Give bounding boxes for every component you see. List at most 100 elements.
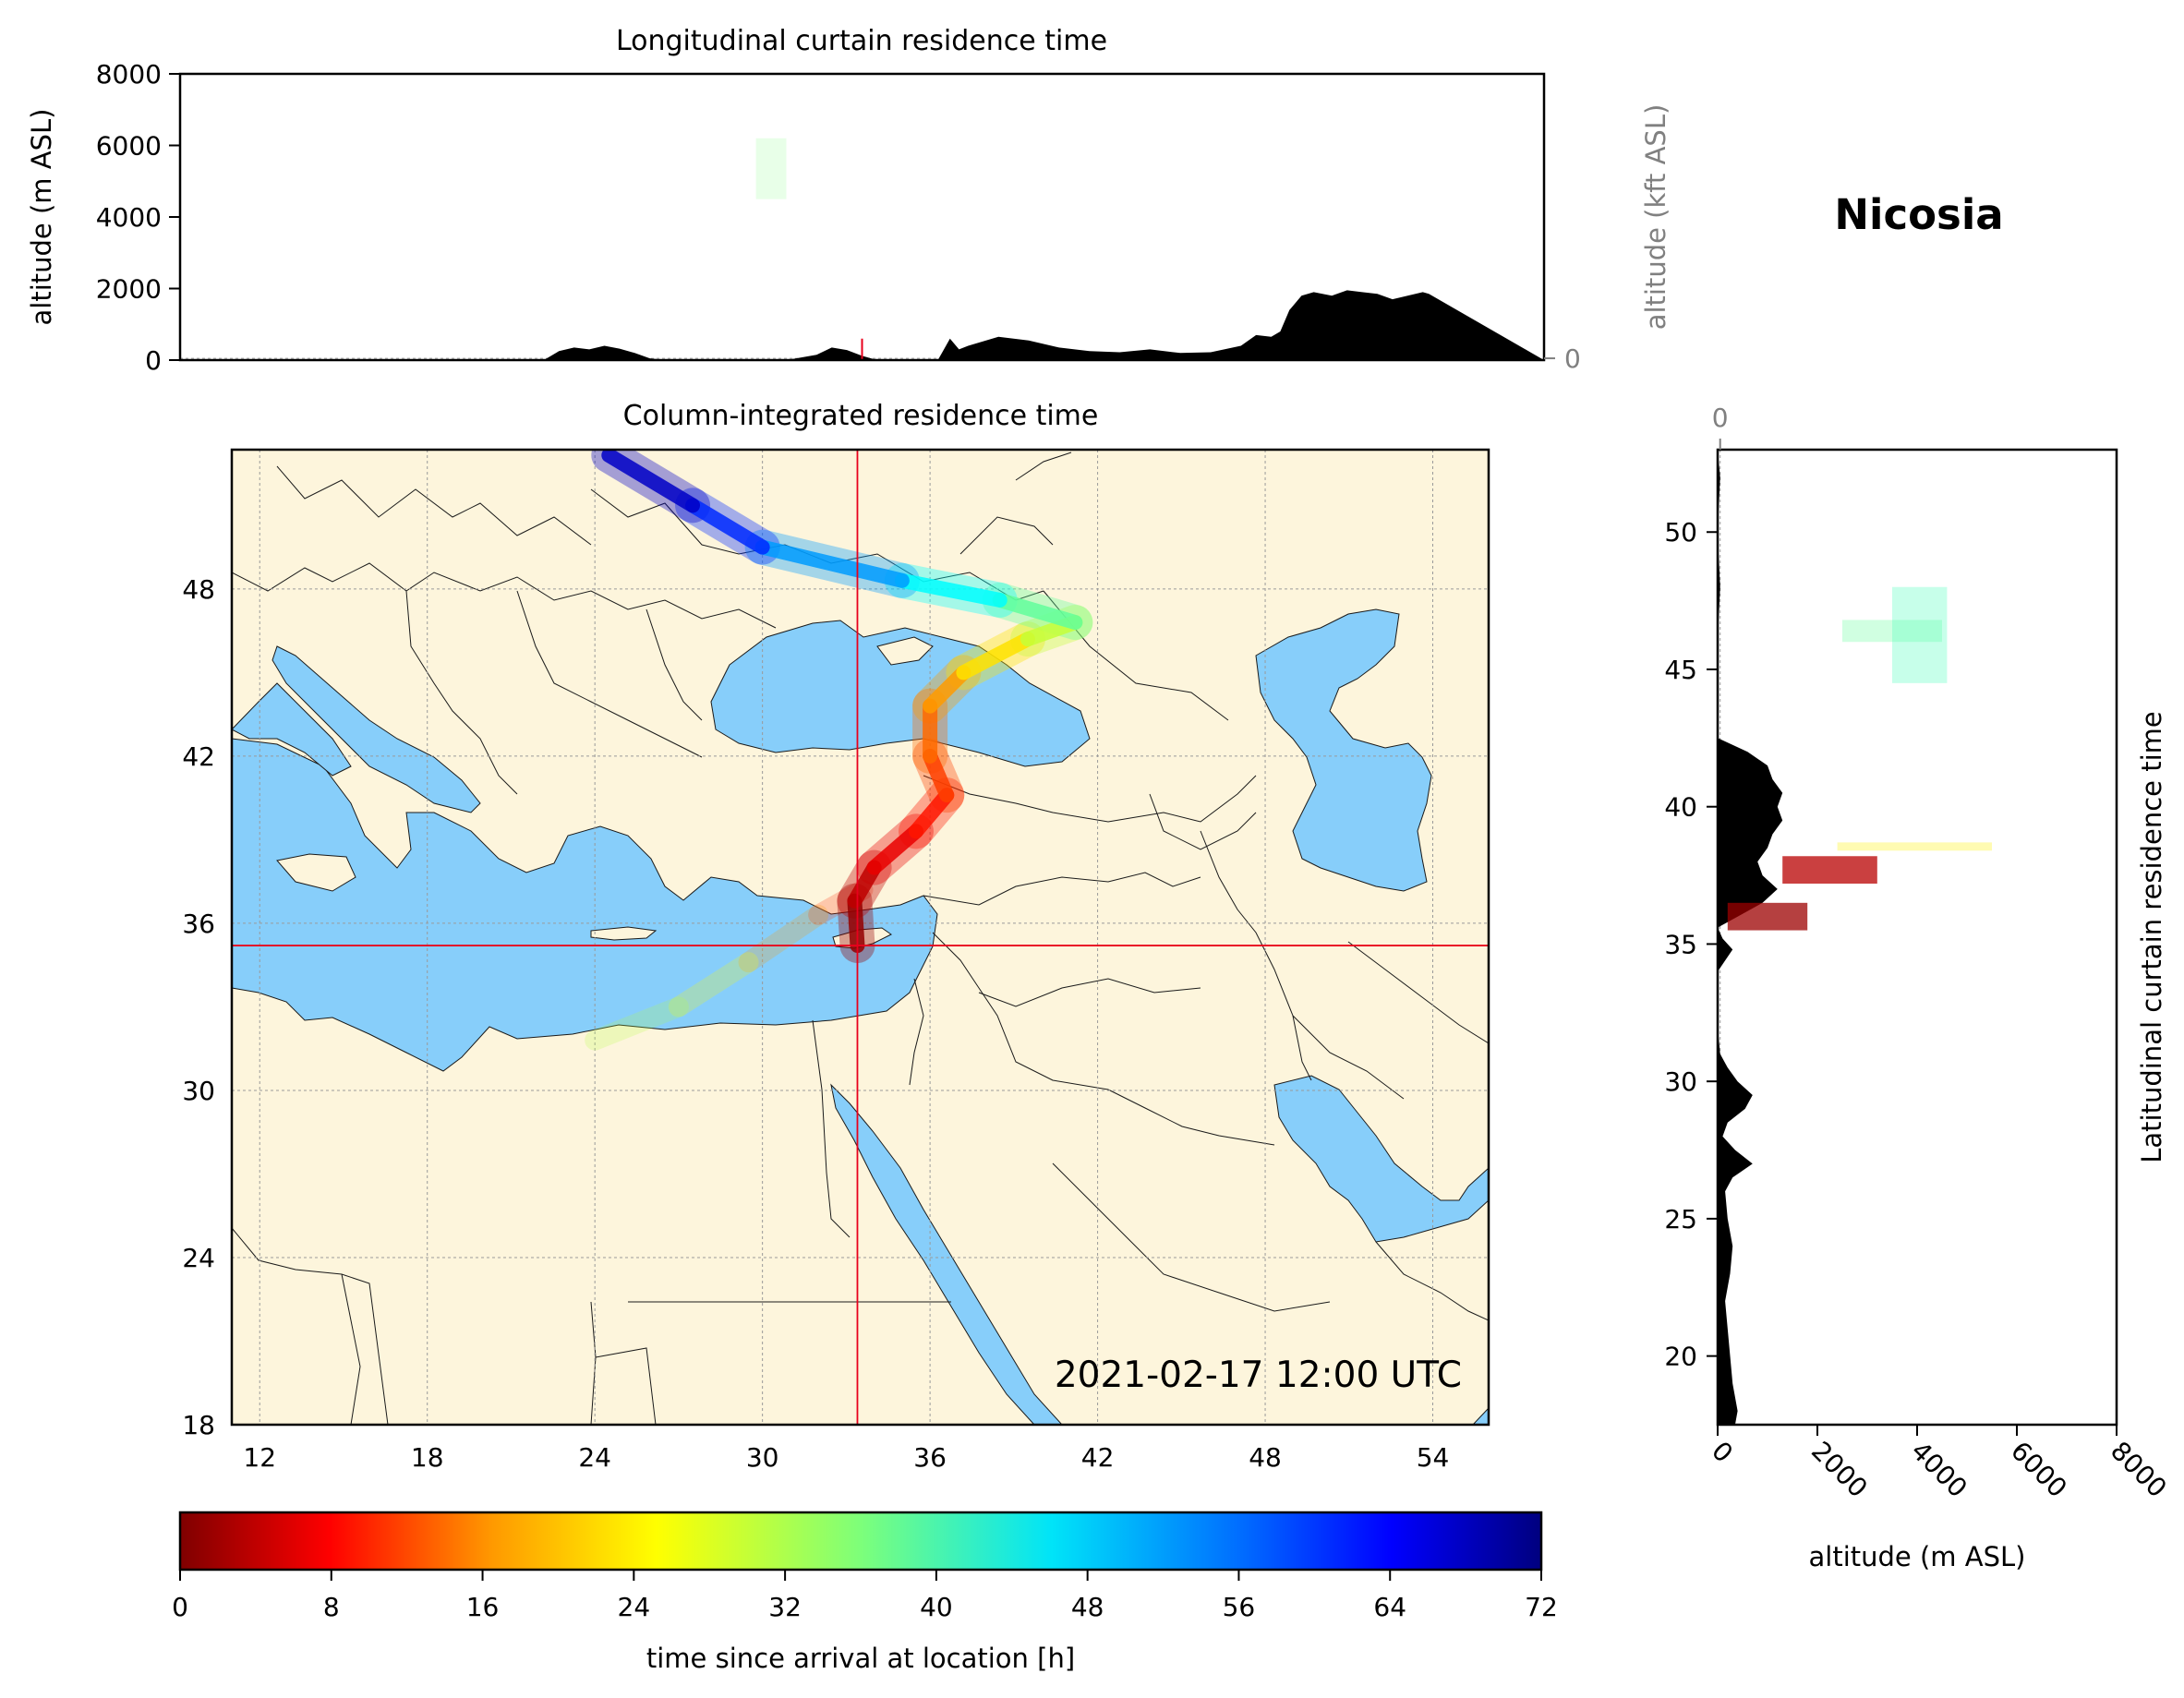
- y-tick-label: 4000: [96, 202, 162, 233]
- island-sicily: [276, 853, 356, 892]
- colorbar-tick-label: 16: [466, 1592, 500, 1622]
- colorbar-tick-label: 48: [1071, 1592, 1104, 1622]
- map-y-ticks: 18 24 30 36 42 48: [182, 574, 215, 1440]
- plume-patch: [1727, 902, 1808, 931]
- plume-branch-segment: [585, 996, 689, 1051]
- lat-y-tick-label: 25: [1664, 1204, 1697, 1234]
- plume-core-segment: [923, 665, 971, 714]
- y-tick-label: 6000: [96, 131, 162, 162]
- lat-y-tick-label: 30: [1664, 1066, 1697, 1097]
- lon-tick-label: 12: [243, 1442, 276, 1473]
- plume-core-segment: [894, 572, 1008, 608]
- lat-tick-label: 24: [182, 1243, 215, 1273]
- lat-y-tick-label: 50: [1664, 517, 1697, 548]
- plume-patch: [1842, 620, 1942, 643]
- latitudinal-top-ticks: 050100: [1712, 403, 1729, 450]
- station-name: Nicosia: [1834, 190, 2003, 239]
- sea-red: [830, 1083, 1063, 1425]
- longitudinal-right-label: altitude (kft ASL): [1640, 104, 1671, 331]
- map-panel: Column-integrated residence time: [182, 400, 1490, 1473]
- colorbar-ticks: 0 8 16 24 32 40 48 56 64 72: [172, 1570, 1558, 1622]
- colorbar-tick-label: 64: [1373, 1592, 1406, 1622]
- map-frame: [230, 448, 1490, 1427]
- colorbar-tick-label: 72: [1525, 1592, 1558, 1622]
- lon-tick-label: 42: [1081, 1442, 1115, 1473]
- lat-y-tick-label: 35: [1664, 929, 1697, 959]
- map-gridlines: [232, 450, 1489, 1425]
- right-tick-label: 0: [1564, 343, 1581, 374]
- plume-core-segment: [908, 788, 955, 839]
- map-plume: [585, 450, 1093, 1051]
- plume-core-segment: [866, 824, 923, 875]
- lon-tick-label: 36: [913, 1442, 947, 1473]
- longitudinal-curtain-panel: Longitudinal curtain residence time 0 200…: [26, 25, 1671, 376]
- lat-x-tick-label: 0: [1706, 1436, 1739, 1469]
- map-title: Column-integrated residence time: [623, 400, 1099, 432]
- lon-tick-label: 24: [578, 1442, 611, 1473]
- colorbar-tick-label: 0: [172, 1592, 188, 1622]
- plume-core-segment: [956, 632, 1035, 680]
- lon-tick-label: 18: [411, 1442, 444, 1473]
- sea-mediterranean: [232, 738, 938, 1072]
- sea-adriatic: [271, 645, 481, 813]
- lon-tick-label: 48: [1249, 1442, 1282, 1473]
- colorbar-tick-label: 24: [618, 1592, 651, 1622]
- sea-persian-gulf: [1273, 1075, 1489, 1243]
- latitudinal-x-label: altitude (m ASL): [1809, 1541, 2026, 1572]
- sea-black: [710, 620, 1091, 767]
- receptor-crosshair: [232, 450, 1489, 1425]
- lat-top-tick-label: 0: [1712, 403, 1729, 433]
- terrain-profile: [1718, 450, 1783, 1425]
- colorbar-tick-label: 40: [920, 1592, 953, 1622]
- map-x-ticks: 12 18 24 30 36 42 48 54: [243, 1442, 1449, 1473]
- lat-tick-label: 42: [182, 741, 215, 772]
- sea-atlantic-corner: [1472, 1407, 1489, 1425]
- colorbar-gradient: [178, 1511, 1543, 1572]
- plume-patch: [1892, 586, 1948, 683]
- lat-x-tick-label: 2000: [1805, 1436, 1874, 1504]
- longitudinal-plume: [755, 138, 863, 360]
- longitudinal-curtain-title: Longitudinal curtain residence time: [616, 25, 1107, 57]
- map-body: 2021-02-17 12:00 UTC: [232, 450, 1489, 1425]
- plume-patch: [755, 138, 787, 199]
- lat-x-tick-label: 4000: [1905, 1436, 1973, 1504]
- plume-branch-segment: [668, 952, 759, 1018]
- lat-x-tick-label: 6000: [2005, 1436, 2073, 1504]
- latitudinal-curtain-title: Latitudinal curtain residence time: [2136, 711, 2167, 1163]
- sea-caspian: [1255, 608, 1432, 892]
- island-crete: [590, 926, 658, 941]
- lat-tick-label: 18: [182, 1410, 215, 1440]
- lat-tick-label: 36: [182, 909, 215, 939]
- plume-core-segment: [685, 498, 770, 555]
- lon-tick-label: 54: [1417, 1442, 1450, 1473]
- plume-patch: [1782, 856, 1877, 884]
- lat-y-tick-label: 45: [1664, 655, 1697, 685]
- latitudinal-terrain: [1718, 450, 1783, 1425]
- lat-y-tick-label: 20: [1664, 1342, 1697, 1372]
- latitudinal-plume: [1727, 586, 1992, 931]
- longitudinal-terrain: [180, 290, 1544, 360]
- longitudinal-right-ticks: 050100: [1544, 343, 1581, 374]
- timestamp-label: 2021-02-17 12:00 UTC: [1055, 1355, 1462, 1396]
- sea-tyrrhenian: [232, 682, 352, 777]
- plume-patch: [1837, 842, 1992, 851]
- lat-tick-label: 30: [182, 1076, 215, 1106]
- plume-core-segment: [601, 450, 701, 513]
- terrain-profile: [180, 290, 1544, 360]
- lat-y-tick-label: 40: [1664, 792, 1697, 823]
- lat-x-tick-label: 8000: [2105, 1436, 2173, 1504]
- colorbar-label: time since arrival at location [h]: [646, 1643, 1075, 1674]
- y-tick-label: 8000: [96, 59, 162, 90]
- peninsula-crimea: [876, 636, 934, 666]
- colorbar-tick-label: 8: [323, 1592, 340, 1622]
- y-tick-label: 2000: [96, 274, 162, 305]
- longitudinal-y-ticks: 0 2000 4000 6000 8000: [96, 59, 180, 376]
- lon-tick-label: 30: [746, 1442, 779, 1473]
- colorbar: 0 8 16 24 32 40 48 56 64 72 time since arrival at…: [172, 1511, 1558, 1674]
- plume-core-segment: [754, 539, 910, 588]
- latitudinal-grid: [1719, 450, 1721, 1425]
- plume-core-segment: [992, 592, 1083, 631]
- plume-branch-segment: [738, 904, 829, 973]
